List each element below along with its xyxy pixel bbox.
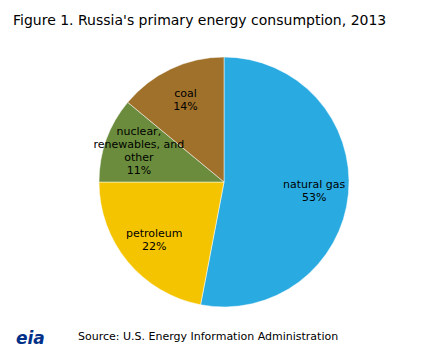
svg-text:renewables, and: renewables, and bbox=[93, 138, 184, 151]
svg-text:other: other bbox=[124, 151, 154, 164]
svg-text:53%: 53% bbox=[302, 191, 326, 204]
svg-text:11%: 11% bbox=[127, 164, 151, 177]
svg-text:natural gas: natural gas bbox=[283, 178, 346, 191]
svg-text:Source: U.S. Energy Informatio: Source: U.S. Energy Information Administ… bbox=[78, 330, 338, 343]
svg-text:petroleum: petroleum bbox=[126, 227, 183, 240]
svg-text:14%: 14% bbox=[173, 100, 197, 113]
svg-text:eia: eia bbox=[16, 328, 45, 348]
svg-text:22%: 22% bbox=[142, 240, 166, 253]
svg-text:nuclear,: nuclear, bbox=[117, 125, 162, 138]
svg-text:coal: coal bbox=[174, 87, 197, 100]
svg-text:Figure 1. Russia's primary ene: Figure 1. Russia's primary energy consum… bbox=[13, 12, 386, 28]
